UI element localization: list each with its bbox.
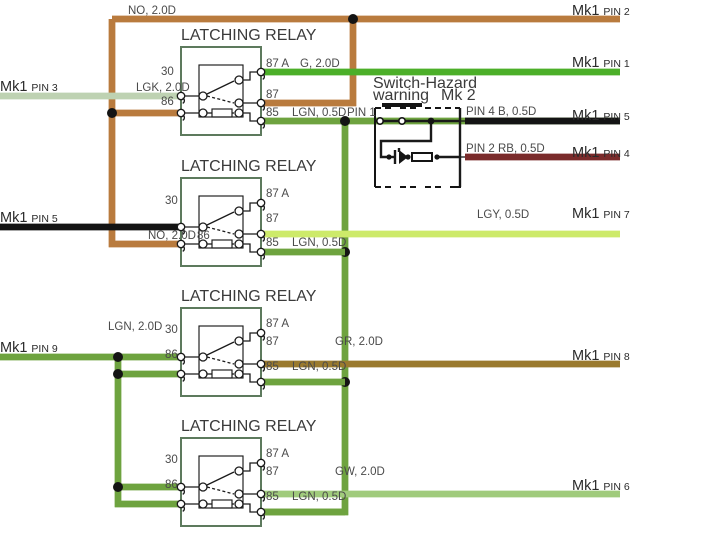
svg-text:LGY, 0.5D: LGY, 0.5D [477,209,529,221]
svg-text:LATCHING RELAY: LATCHING RELAY [181,418,317,435]
svg-text:GR, 2.0D: GR, 2.0D [335,336,383,348]
svg-text:PIN 1: PIN 1 [347,107,376,119]
svg-text:LGN, 0.5D: LGN, 0.5D [292,491,346,503]
svg-text:NO, 2.0D: NO, 2.0D [128,5,176,17]
svg-text:LGN, 0.5D: LGN, 0.5D [292,361,346,373]
svg-text:87 A: 87 A [266,58,289,70]
svg-text:30: 30 [161,66,174,78]
svg-text:PIN 2: PIN 2 [466,143,495,155]
svg-text:LATCHING RELAY: LATCHING RELAY [181,158,317,175]
svg-text:Mk 2: Mk 2 [441,87,476,104]
svg-text:86: 86 [197,230,210,242]
svg-text:GW, 2.0D: GW, 2.0D [335,466,385,478]
svg-text:87: 87 [266,89,279,101]
svg-text:RB, 0.5D: RB, 0.5D [498,143,545,155]
svg-text:87: 87 [266,336,279,348]
svg-text:warning: warning [372,87,429,104]
svg-text:87 A: 87 A [266,318,289,330]
svg-text:PIN 4: PIN 4 [466,106,495,118]
svg-text:85: 85 [266,237,279,249]
svg-text:LATCHING RELAY: LATCHING RELAY [181,27,317,44]
svg-text:86: 86 [165,479,178,491]
svg-text:87 A: 87 A [266,448,289,460]
svg-text:B, 0.5D: B, 0.5D [498,106,536,118]
svg-text:G, 2.0D: G, 2.0D [300,58,340,70]
svg-text:85: 85 [266,107,279,119]
svg-text:30: 30 [165,195,178,207]
svg-text:85: 85 [266,491,279,503]
svg-text:30: 30 [165,324,178,336]
svg-text:87: 87 [266,213,279,225]
svg-text:LGN, 0.5D: LGN, 0.5D [292,237,346,249]
svg-text:LGN, 0.5D: LGN, 0.5D [292,107,346,119]
svg-text:86: 86 [165,349,178,361]
svg-text:87 A: 87 A [266,188,289,200]
svg-text:30: 30 [165,454,178,466]
svg-text:NO, 2.0D: NO, 2.0D [148,230,196,242]
svg-text:LGN, 2.0D: LGN, 2.0D [108,321,162,333]
svg-text:86: 86 [161,96,174,108]
svg-text:LGK, 2.0D: LGK, 2.0D [136,82,190,94]
svg-text:LATCHING RELAY: LATCHING RELAY [181,288,317,305]
svg-text:85: 85 [266,361,279,373]
svg-text:87: 87 [266,466,279,478]
